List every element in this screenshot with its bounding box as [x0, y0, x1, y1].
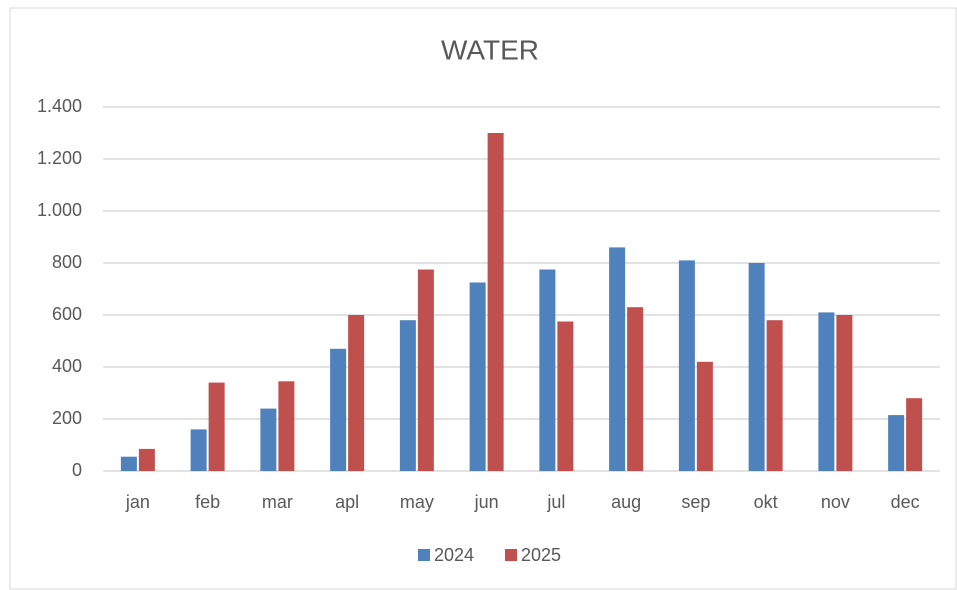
x-tick-label: feb: [195, 492, 220, 512]
x-tick-label: jan: [125, 492, 150, 512]
x-tick-label: okt: [754, 492, 778, 512]
x-tick-label: sep: [681, 492, 710, 512]
y-tick-label: 800: [52, 252, 82, 272]
y-tick-label: 1.200: [37, 148, 82, 168]
y-tick-label: 1.000: [37, 200, 82, 220]
x-tick-label: nov: [821, 492, 850, 512]
bar: [906, 398, 923, 471]
chart-title: WATER: [441, 34, 539, 65]
bar: [696, 361, 713, 471]
legend-swatch: [418, 549, 430, 561]
legend-label: 2024: [434, 545, 474, 565]
bar: [260, 408, 277, 471]
x-tick-label: may: [400, 492, 434, 512]
x-tick-label: jul: [546, 492, 565, 512]
x-tick-label: aug: [611, 492, 641, 512]
bar: [399, 320, 416, 471]
y-tick-label: 600: [52, 304, 82, 324]
y-tick-label: 0: [72, 460, 82, 480]
y-tick-label: 400: [52, 356, 82, 376]
bar: [469, 282, 486, 471]
x-tick-label: apl: [335, 492, 359, 512]
bar: [330, 348, 347, 471]
bar: [539, 269, 556, 471]
bar: [678, 260, 695, 471]
bar: [417, 269, 434, 471]
bar: [138, 448, 155, 471]
bar: [278, 381, 295, 471]
legend-label: 2025: [521, 545, 561, 565]
bar: [348, 315, 365, 471]
bar: [609, 247, 626, 471]
bar: [766, 320, 783, 471]
bar: [888, 415, 905, 471]
bar: [557, 321, 574, 471]
x-tick-label: dec: [891, 492, 920, 512]
bar: [627, 307, 644, 471]
legend-swatch: [505, 549, 517, 561]
bar: [208, 382, 225, 471]
x-tick-label: jun: [474, 492, 499, 512]
bar: [818, 312, 835, 471]
bar: [190, 429, 207, 471]
y-tick-label: 1.400: [37, 96, 82, 116]
bar: [120, 456, 137, 471]
bar: [836, 315, 853, 471]
y-tick-label: 200: [52, 408, 82, 428]
bar: [748, 263, 765, 471]
bar: [487, 133, 504, 471]
x-tick-label: mar: [262, 492, 293, 512]
